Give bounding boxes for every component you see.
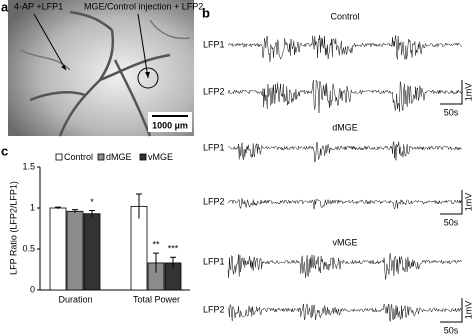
bar	[83, 213, 101, 291]
significance: ***	[168, 244, 179, 254]
scale-label: 1mV	[463, 193, 473, 212]
panel-label: c	[1, 143, 8, 158]
lfp-trace	[227, 198, 463, 210]
legend-label: dMGE	[106, 152, 132, 162]
lfp-trace	[227, 35, 463, 62]
arrow	[33, 13, 67, 71]
scale-label: 1mV	[463, 83, 473, 102]
channel-label: LFP2	[203, 86, 225, 96]
group-title: dMGE	[332, 122, 358, 132]
legend-swatch	[97, 153, 105, 161]
scale-bar	[440, 80, 463, 105]
y-tick-label: 0.5	[22, 243, 35, 253]
y-tick-label: 1.5	[22, 161, 35, 171]
image-panel: 1000 µm 4-AP +LFP1 MGE/Control injection…	[8, 0, 203, 137]
vessels	[29, 10, 171, 137]
error-bar	[170, 256, 176, 269]
error-bar	[72, 209, 78, 213]
significance: **	[152, 239, 160, 249]
scale-bar	[440, 298, 463, 323]
group-title: Control	[330, 11, 359, 21]
image-label: MGE/Control injection + LFP2	[84, 1, 203, 11]
significance: *	[90, 197, 94, 207]
y-tick-label: 1	[30, 202, 35, 212]
arrowhead	[145, 72, 150, 78]
legend-label: vMGE	[148, 152, 173, 162]
legend-swatch	[55, 153, 63, 161]
scale-label: 50s	[444, 107, 459, 117]
lfp-trace	[227, 80, 463, 113]
scale-label: 50s	[444, 217, 459, 227]
trace-panel: Control LFP1 LFP2 1mV 50s dMGE LFP1 LFP2 1mV 50s v…	[203, 11, 473, 335]
channel-label: LFP1	[203, 142, 225, 152]
legend-swatch	[139, 153, 147, 161]
lfp-trace	[227, 303, 462, 323]
bar	[66, 210, 84, 291]
injection-site	[137, 67, 159, 89]
error-bar	[153, 252, 159, 273]
vessels	[19, 19, 191, 71]
x-tick-label: Duration	[58, 294, 92, 304]
bar	[49, 207, 67, 291]
panel-label: a	[1, 0, 9, 14]
channel-label: LFP2	[203, 196, 225, 206]
image-label: 4-AP +LFP1	[14, 1, 63, 11]
channel-label: LFP1	[203, 256, 225, 266]
arrow	[137, 13, 149, 79]
scale-label: 1000 µm	[152, 120, 188, 130]
y-tick-label: 0	[30, 284, 35, 294]
legend-label: Control	[64, 152, 93, 162]
scale-bar	[440, 190, 463, 215]
panel-label: b	[202, 5, 210, 20]
arrowhead	[61, 65, 66, 70]
bar	[130, 205, 148, 291]
error-bar	[136, 193, 142, 219]
channel-label: LFP1	[203, 39, 225, 49]
scale-label: 50s	[444, 325, 459, 335]
lfp-trace	[227, 140, 462, 163]
error-bar	[89, 209, 95, 218]
scale-label: 1mV	[463, 301, 473, 320]
x-tick-label: Total Power	[133, 294, 180, 304]
error-bar	[55, 206, 61, 209]
bar-chart: LFP Ratio (LFP2/LFP1) 0 0.5 1 1.5 Control dMG…	[8, 152, 190, 304]
y-axis-label: LFP Ratio (LFP2/LFP1)	[8, 181, 18, 275]
lfp-trace	[227, 253, 463, 280]
channel-label: LFP2	[203, 304, 225, 314]
group-title: vMGE	[332, 237, 357, 247]
